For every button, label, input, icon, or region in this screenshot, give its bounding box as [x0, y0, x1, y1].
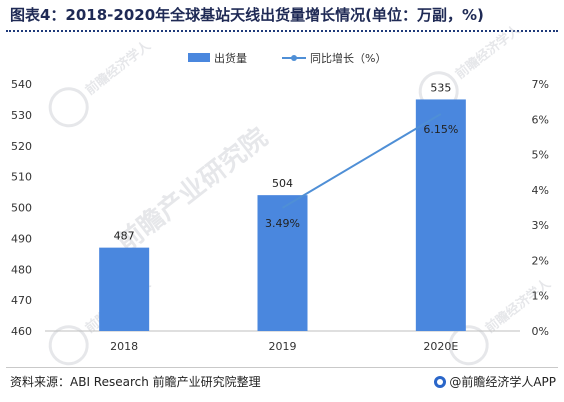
bar-value-label: 487 [114, 230, 135, 243]
y-right-tick-label: 1% [532, 290, 549, 303]
footer-divider [6, 367, 558, 368]
y-left-tick-label: 470 [11, 294, 32, 307]
title-divider [6, 30, 558, 32]
bar [257, 195, 308, 331]
footer-brand-text: @前瞻经济学人APP [449, 375, 556, 389]
y-right-tick-label: 0% [532, 325, 549, 338]
y-left-tick-label: 520 [11, 140, 32, 153]
legend-line-label: 同比增长（%） [310, 51, 386, 65]
y-right-tick-label: 6% [532, 113, 549, 126]
brand-logo-icon [434, 375, 447, 388]
y-left-tick-label: 490 [11, 232, 32, 245]
x-tick-label: 2020E [423, 340, 458, 353]
y-left-tick-label: 530 [11, 109, 32, 122]
y-left-tick-label: 480 [11, 263, 32, 276]
y-left-tick-label: 540 [11, 78, 32, 91]
source-note: 资料来源：ABI Research 前瞻产业研究院整理 [10, 375, 261, 389]
y-right-tick-label: 5% [532, 149, 549, 162]
x-tick-label: 2018 [110, 340, 138, 353]
y-right-tick-label: 7% [532, 78, 549, 91]
line-value-label: 3.49% [265, 217, 300, 230]
line-value-label: 6.15% [423, 123, 458, 136]
y-right-tick-label: 4% [532, 184, 549, 197]
bar-value-label: 504 [272, 177, 293, 190]
legend-line-marker [291, 55, 297, 61]
chart-title: 图表4：2018-2020年全球基站天线出货量增长情况(单位：万副，%) [10, 6, 484, 24]
y-right-tick-label: 2% [532, 254, 549, 267]
y-right-tick-label: 3% [532, 219, 549, 232]
bar [415, 99, 466, 331]
legend-bar-label: 出货量 [214, 51, 247, 65]
legend-bar-swatch [188, 53, 210, 62]
bar-value-label: 535 [430, 81, 451, 94]
x-tick-label: 2019 [269, 340, 297, 353]
y-left-tick-label: 510 [11, 171, 32, 184]
y-left-tick-label: 460 [11, 325, 32, 338]
y-left-tick-label: 500 [11, 202, 32, 215]
growth-line [281, 113, 442, 209]
bar [99, 247, 150, 331]
footer-brand: @前瞻经济学人APP [434, 373, 556, 390]
